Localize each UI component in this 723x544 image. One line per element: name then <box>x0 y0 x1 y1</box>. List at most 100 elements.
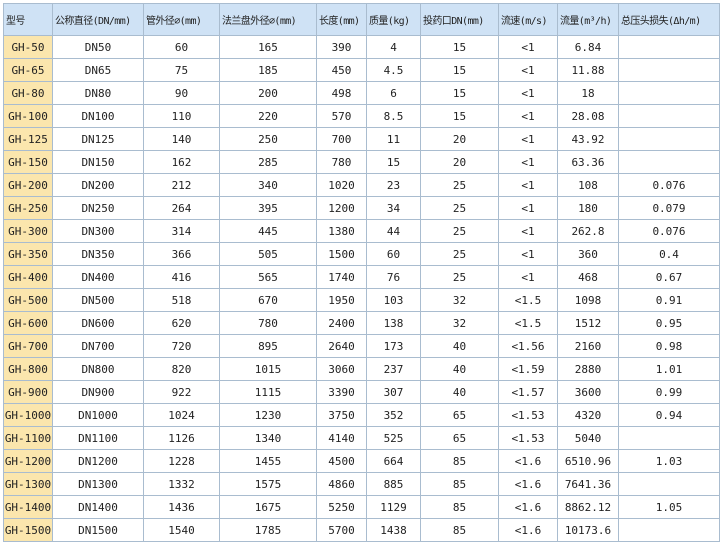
table-cell: 165 <box>219 35 317 59</box>
table-cell: 720 <box>143 334 220 358</box>
table-cell: 85 <box>420 495 499 519</box>
table-cell: 25 <box>420 265 499 289</box>
table-cell: 0.99 <box>618 380 720 404</box>
table-cell: 416 <box>143 265 220 289</box>
table-cell: 4860 <box>316 472 367 496</box>
table-cell: <1.53 <box>498 403 558 427</box>
table-cell: 0.98 <box>618 334 720 358</box>
table-cell: 32 <box>420 288 499 312</box>
table-cell: 103 <box>366 288 421 312</box>
table-cell: DN350 <box>52 242 144 266</box>
table-cell: GH-900 <box>3 380 53 404</box>
table-cell: GH-150 <box>3 150 53 174</box>
table-cell: 820 <box>143 357 220 381</box>
table-cell: 25 <box>420 219 499 243</box>
table-row: GH-1300 DN1300 1332 1575 4860 885 85 <1.6 7641.3… <box>3 472 720 496</box>
empty-cell <box>618 426 720 450</box>
table-cell: 570 <box>316 104 367 128</box>
empty-cell <box>618 35 720 59</box>
table-cell: 264 <box>143 196 220 220</box>
table-row: GH-600 DN600 620 780 2400 138 32 <1.5 1512 0.95 <box>3 311 720 335</box>
table-cell: 1950 <box>316 288 367 312</box>
table-cell: DN200 <box>52 173 144 197</box>
table-cell: 6 <box>366 81 421 105</box>
table-row: GH-1400 DN1400 1436 1675 5250 1129 85 <1.6 8862.… <box>3 495 720 519</box>
table-cell: 20 <box>420 127 499 151</box>
table-cell: 307 <box>366 380 421 404</box>
table-cell: 4.5 <box>366 58 421 82</box>
table-cell: 780 <box>316 150 367 174</box>
header-cell: 管外径∅(mm) <box>143 3 220 36</box>
table-cell: 0.95 <box>618 311 720 335</box>
table-cell: 1380 <box>316 219 367 243</box>
table-row: GH-300 DN300 314 445 1380 44 25 <1 262.8 0.076 <box>3 219 720 243</box>
empty-cell <box>618 472 720 496</box>
table-cell: 250 <box>219 127 317 151</box>
table-cell: 0.076 <box>618 219 720 243</box>
table-cell: <1 <box>498 219 558 243</box>
table-cell: 922 <box>143 380 220 404</box>
table-cell: 60 <box>366 242 421 266</box>
table-cell: 1.01 <box>618 357 720 381</box>
table-row: GH-700 DN700 720 895 2640 173 40 <1.56 2160 0.98 <box>3 334 720 358</box>
table-cell: <1.56 <box>498 334 558 358</box>
table-cell: <1.6 <box>498 495 558 519</box>
table-cell: 40 <box>420 334 499 358</box>
table-cell: 1500 <box>316 242 367 266</box>
table-cell: 185 <box>219 58 317 82</box>
table-cell: 180 <box>557 196 619 220</box>
table-cell: 895 <box>219 334 317 358</box>
table-cell: DN1000 <box>52 403 144 427</box>
table-cell: 2160 <box>557 334 619 358</box>
table-cell: 34 <box>366 196 421 220</box>
table-cell: DN400 <box>52 265 144 289</box>
table-cell: 108 <box>557 173 619 197</box>
table-row: GH-100 DN100 110 220 570 8.5 15 <1 28.08 <box>3 104 720 128</box>
table-cell: GH-700 <box>3 334 53 358</box>
table-cell: 1.05 <box>618 495 720 519</box>
table-cell: DN1100 <box>52 426 144 450</box>
table-cell: 25 <box>420 242 499 266</box>
table-cell: GH-400 <box>3 265 53 289</box>
table-cell: GH-500 <box>3 288 53 312</box>
table-cell: DN50 <box>52 35 144 59</box>
table-cell: 25 <box>420 196 499 220</box>
table-cell: DN150 <box>52 150 144 174</box>
table-row: GH-500 DN500 518 670 1950 103 32 <1.5 1098 0.91 <box>3 288 720 312</box>
table-cell: GH-800 <box>3 357 53 381</box>
table-cell: 200 <box>219 81 317 105</box>
table-cell: 0.91 <box>618 288 720 312</box>
table-cell: <1 <box>498 104 558 128</box>
table-cell: 11.88 <box>557 58 619 82</box>
table-cell: DN700 <box>52 334 144 358</box>
table-cell: 700 <box>316 127 367 151</box>
table-cell: 4140 <box>316 426 367 450</box>
table-cell: <1.59 <box>498 357 558 381</box>
table-cell: 23 <box>366 173 421 197</box>
table-cell: 1126 <box>143 426 220 450</box>
table-cell: DN300 <box>52 219 144 243</box>
table-cell: <1.57 <box>498 380 558 404</box>
table-cell: 32 <box>420 311 499 335</box>
table-cell: 1020 <box>316 173 367 197</box>
table-cell: DN1400 <box>52 495 144 519</box>
table-row: GH-200 DN200 212 340 1020 23 25 <1 108 0.076 <box>3 173 720 197</box>
table-cell: 0.67 <box>618 265 720 289</box>
table-cell: 0.076 <box>618 173 720 197</box>
table-cell: 2640 <box>316 334 367 358</box>
table-cell: 505 <box>219 242 317 266</box>
table-cell: GH-1000 <box>3 403 53 427</box>
table-cell: 40 <box>420 380 499 404</box>
table-cell: 4320 <box>557 403 619 427</box>
table-cell: DN500 <box>52 288 144 312</box>
table-cell: 262.8 <box>557 219 619 243</box>
table-cell: 314 <box>143 219 220 243</box>
table-cell: 1098 <box>557 288 619 312</box>
table-cell: 15 <box>420 35 499 59</box>
table-cell: 1015 <box>219 357 317 381</box>
header-cell: 型号 <box>3 3 53 36</box>
header-cell: 长度(mm) <box>316 3 367 36</box>
table-cell: 212 <box>143 173 220 197</box>
table-cell: 1540 <box>143 518 220 542</box>
table-row: GH-1500 DN1500 1540 1785 5700 1438 85 <1.6 10173… <box>3 518 720 542</box>
